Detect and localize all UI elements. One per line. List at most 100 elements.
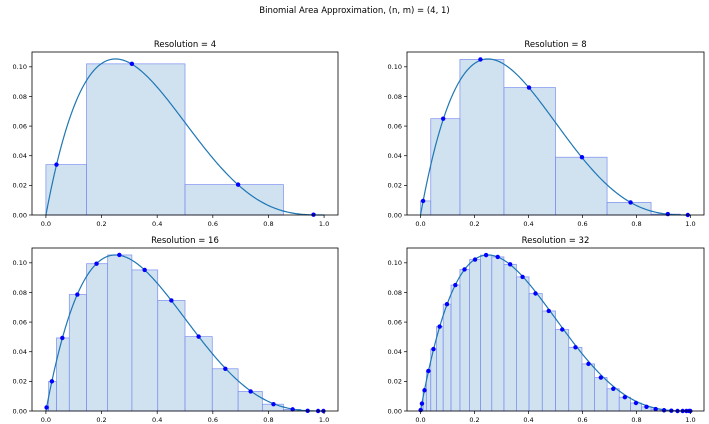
sample-point xyxy=(44,405,49,410)
axes-frame xyxy=(406,247,705,412)
sample-point xyxy=(54,162,59,167)
sample-point xyxy=(49,379,55,384)
x-tick-label: 0.6 xyxy=(208,416,218,424)
histogram-bar xyxy=(442,303,452,412)
histogram-bar xyxy=(45,164,87,216)
x-tick-label: 0.4 xyxy=(523,416,533,424)
histogram-bar xyxy=(515,276,530,412)
histogram-bar xyxy=(211,368,239,412)
x-tick-label: 1.0 xyxy=(319,416,329,424)
sample-point xyxy=(472,257,478,262)
sample-point xyxy=(444,301,450,307)
histogram-bar xyxy=(68,294,87,412)
y-tick-label: 0.04 xyxy=(388,348,402,356)
y-tick-label: 0.00 xyxy=(388,211,402,219)
x-tick-label: 0.2 xyxy=(469,220,479,228)
sample-point xyxy=(169,298,174,303)
histogram-bar xyxy=(528,293,543,412)
x-tick-label: 0.4 xyxy=(152,416,162,424)
histogram-bar xyxy=(606,388,620,412)
density-curve xyxy=(419,58,691,216)
x-tick-label: 1.0 xyxy=(685,416,695,424)
histogram-bar xyxy=(459,59,505,216)
histogram-bar xyxy=(581,363,596,412)
subplot-resolution-4: Resolution = 4 0.0 0.2 0.4 0.6 0.8 1.0 0.00 0.02… xyxy=(13,40,339,228)
y-tick-label: 0.00 xyxy=(13,211,27,219)
histogram-bar xyxy=(555,329,570,412)
figure-title: Binomial Area Approximation, (n, m) = (4… xyxy=(259,6,450,16)
subplot-resolution-32: Resolution = 32 0.0 0.2 0.4 0.6 0.8 1.0 0.00 0.0… xyxy=(388,236,705,424)
histogram-bar xyxy=(86,263,109,412)
y-tick-label: 0.00 xyxy=(13,407,27,415)
sample-point xyxy=(235,182,241,187)
histogram-bar xyxy=(450,284,461,412)
sample-point xyxy=(223,366,228,371)
axes-frame xyxy=(31,247,339,412)
subplot-title: Resolution = 32 xyxy=(522,236,590,246)
y-tick-label: 0.02 xyxy=(388,182,402,190)
sample-point xyxy=(533,291,538,296)
histogram-bar xyxy=(503,263,517,412)
y-tick-label: 0.08 xyxy=(388,93,402,101)
sample-point xyxy=(75,292,80,297)
y-tick-label: 0.02 xyxy=(13,182,27,190)
sample-point xyxy=(622,395,628,400)
y-tick-label: 0.10 xyxy=(13,259,27,267)
histogram-bar xyxy=(184,336,213,412)
x-tick-label: 0.8 xyxy=(631,220,641,228)
sample-point xyxy=(598,375,604,380)
y-tick-label: 0.02 xyxy=(13,378,27,386)
histogram-bar xyxy=(555,156,608,216)
histogram-bar xyxy=(56,337,70,412)
histogram-bar xyxy=(237,391,263,412)
histogram-bar xyxy=(436,326,444,412)
x-tick-label: 0.6 xyxy=(577,416,587,424)
histogram-bar xyxy=(157,300,186,412)
sample-point xyxy=(644,404,649,410)
histogram-bar xyxy=(430,118,461,216)
sample-point xyxy=(478,57,483,62)
y-tick-label: 0.06 xyxy=(13,122,27,130)
sample-point xyxy=(573,345,578,350)
sample-point xyxy=(546,308,551,314)
sample-point xyxy=(60,335,65,341)
subplot-title: Resolution = 16 xyxy=(151,236,219,246)
histogram-bar xyxy=(131,269,159,412)
histogram-bar xyxy=(480,254,493,412)
sample-point xyxy=(462,267,467,272)
sample-point xyxy=(495,254,500,260)
histogram-bar xyxy=(541,310,556,412)
subplot-resolution-8: Resolution = 8 0.0 0.2 0.4 0.6 0.8 1.0 0.00 0.02… xyxy=(388,40,705,228)
x-tick-label: 0.0 xyxy=(41,416,51,424)
x-tick-label: 0.6 xyxy=(208,220,218,228)
sample-point xyxy=(579,155,585,160)
sample-point xyxy=(611,386,616,391)
sample-point xyxy=(453,282,458,288)
sample-point xyxy=(426,368,431,374)
sample-point xyxy=(431,346,436,352)
x-tick-label: 1.0 xyxy=(319,220,329,228)
x-tick-label: 0.2 xyxy=(96,416,106,424)
sample-point xyxy=(586,361,591,367)
sample-point xyxy=(483,252,489,258)
x-tick-label: 0.2 xyxy=(96,220,106,228)
sample-point xyxy=(507,262,513,267)
y-tick-label: 0.08 xyxy=(13,93,27,101)
histogram-bar xyxy=(469,259,481,412)
density-curve xyxy=(45,254,325,412)
sample-point xyxy=(420,198,426,204)
sample-point xyxy=(94,261,99,266)
histogram-bar xyxy=(48,381,57,412)
sample-point xyxy=(437,324,442,329)
y-tick-label: 0.10 xyxy=(388,63,402,71)
sample-point xyxy=(440,116,446,121)
y-tick-label: 0.00 xyxy=(388,407,402,415)
x-tick-label: 0.0 xyxy=(415,220,425,228)
subplot-title: Resolution = 4 xyxy=(154,40,216,50)
y-tick-label: 0.02 xyxy=(388,378,402,386)
histogram-bar xyxy=(491,256,505,412)
sample-point xyxy=(653,406,658,412)
histogram-bar xyxy=(568,346,583,412)
sample-point xyxy=(520,274,525,280)
